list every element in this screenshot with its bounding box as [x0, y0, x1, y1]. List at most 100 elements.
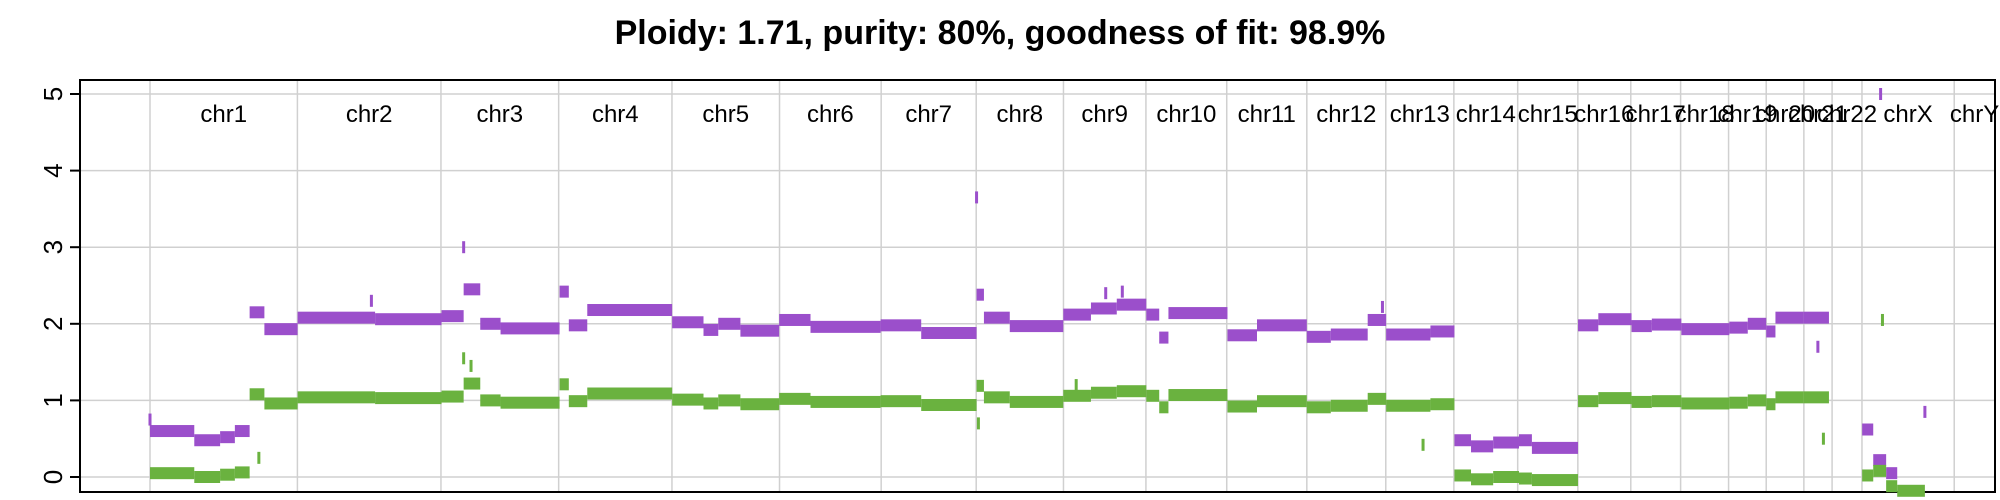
minor-allele-segment [921, 398, 977, 411]
minor-allele-segment [1063, 389, 1091, 402]
minor-allele-segment [1009, 395, 1064, 408]
minor-allele-segment [568, 395, 588, 408]
minor-allele-segment [779, 392, 811, 405]
chromosome-label: chrX [1883, 101, 1932, 128]
chromosome-label: chr18 [1675, 101, 1735, 128]
minor-allele-segment [441, 390, 464, 403]
chromosome-label: chr8 [996, 101, 1043, 128]
y-tick-label: 0 [38, 470, 68, 484]
minor-allele-point [976, 417, 980, 430]
minor-allele-point [1074, 379, 1078, 392]
total-copy-number-point [1120, 285, 1124, 298]
chromosome-label: chr10 [1156, 101, 1216, 128]
total-copy-number-segment [1009, 320, 1064, 333]
minor-allele-segment [249, 388, 265, 401]
total-copy-number-segment [1873, 454, 1887, 467]
minor-allele-segment [1454, 469, 1472, 482]
minor-allele-segment [1681, 397, 1730, 410]
chromosome-label: chr5 [702, 101, 749, 128]
chart-title: Ploidy: 1.71, purity: 80%, goodness of f… [614, 14, 1386, 52]
total-copy-number-segment [1367, 313, 1387, 326]
minor-allele-segment [1471, 473, 1494, 486]
minor-allele-segment [672, 393, 704, 406]
minor-allele-segment [1330, 399, 1368, 412]
minor-allele-segment [1257, 395, 1307, 408]
chromosome-label: chrY [1950, 101, 1999, 128]
total-copy-number-segment [220, 431, 235, 444]
minor-allele-segment [1116, 385, 1147, 398]
total-copy-number-segment [249, 306, 265, 319]
minor-allele-point [257, 451, 261, 464]
total-copy-number-point [148, 413, 152, 426]
y-tick-label: 1 [38, 393, 68, 407]
minor-allele-segment [1897, 484, 1925, 497]
total-copy-number-segment [1168, 307, 1228, 320]
minor-allele-segment [1775, 391, 1804, 404]
minor-allele-segment [1386, 399, 1431, 412]
total-copy-number-segment [375, 313, 442, 326]
chromosome-label: chr17 [1626, 101, 1686, 128]
minor-allele-segment [1306, 401, 1331, 414]
total-copy-number-segment [983, 311, 1010, 324]
chromosome-label: chr22 [1817, 101, 1877, 128]
total-copy-number-segment [976, 288, 984, 301]
minor-allele-segment [1146, 389, 1160, 402]
total-copy-number-segment [480, 317, 501, 330]
total-copy-number-segment [194, 434, 221, 447]
minor-allele-segment [703, 397, 719, 410]
total-copy-number-segment [1330, 328, 1368, 341]
total-copy-number-segment [718, 317, 741, 330]
chromosome-label: chr4 [592, 101, 639, 128]
y-tick-label: 2 [38, 317, 68, 331]
minor-allele-point [469, 359, 473, 372]
minor-allele-point [462, 352, 466, 365]
chromosome-label: chr11 [1238, 101, 1296, 128]
chromosome-label: chr19 [1717, 101, 1777, 128]
total-copy-number-segment [264, 323, 298, 336]
minor-allele-segment [463, 377, 481, 390]
minor-allele-segment [194, 471, 221, 483]
minor-allele-segment [1873, 464, 1887, 477]
minor-allele-segment [1766, 398, 1776, 411]
total-copy-number-segment [1729, 321, 1748, 334]
minor-allele-segment [810, 395, 881, 408]
total-copy-number-point [1104, 287, 1108, 300]
total-copy-number-segment [1518, 434, 1532, 447]
total-copy-number-segment [150, 425, 195, 438]
minor-allele-segment [983, 391, 1010, 404]
minor-allele-point [1821, 432, 1825, 445]
total-copy-number-segment [463, 283, 481, 296]
minor-allele-segment [976, 379, 984, 392]
minor-allele-segment [1090, 386, 1117, 399]
y-tick-label: 3 [38, 240, 68, 254]
minor-allele-segment [740, 398, 780, 411]
minor-allele-segment [1803, 391, 1829, 404]
minor-allele-segment [1729, 396, 1748, 409]
chromosome-label: chr16 [1574, 101, 1634, 128]
chromosome-label: chr21 [1788, 101, 1848, 128]
minor-allele-segment [264, 397, 298, 410]
total-copy-number-segment [672, 316, 704, 329]
minor-allele-segment [234, 466, 250, 479]
minor-allele-segment [480, 394, 501, 407]
total-copy-number-point [1816, 340, 1820, 353]
total-copy-number-segment [1631, 320, 1652, 333]
minor-allele-segment [1578, 395, 1599, 408]
total-copy-number-segment [1306, 330, 1331, 343]
minor-allele-segment [1227, 400, 1257, 413]
minor-allele-segment [1159, 401, 1169, 414]
total-copy-number-point [975, 191, 979, 204]
total-copy-number-segment [500, 322, 560, 335]
chromosome-label: chr15 [1518, 101, 1578, 128]
total-copy-number-segment [1651, 318, 1682, 331]
total-copy-number-point [1380, 300, 1384, 313]
total-copy-number-segment [441, 310, 464, 323]
minor-allele-segment [1862, 469, 1874, 482]
total-copy-number-point [462, 241, 466, 254]
total-copy-number-segment [568, 319, 588, 332]
minor-allele-segment [1886, 480, 1898, 493]
minor-allele-segment [718, 394, 741, 407]
minor-allele-segment [1518, 472, 1532, 485]
